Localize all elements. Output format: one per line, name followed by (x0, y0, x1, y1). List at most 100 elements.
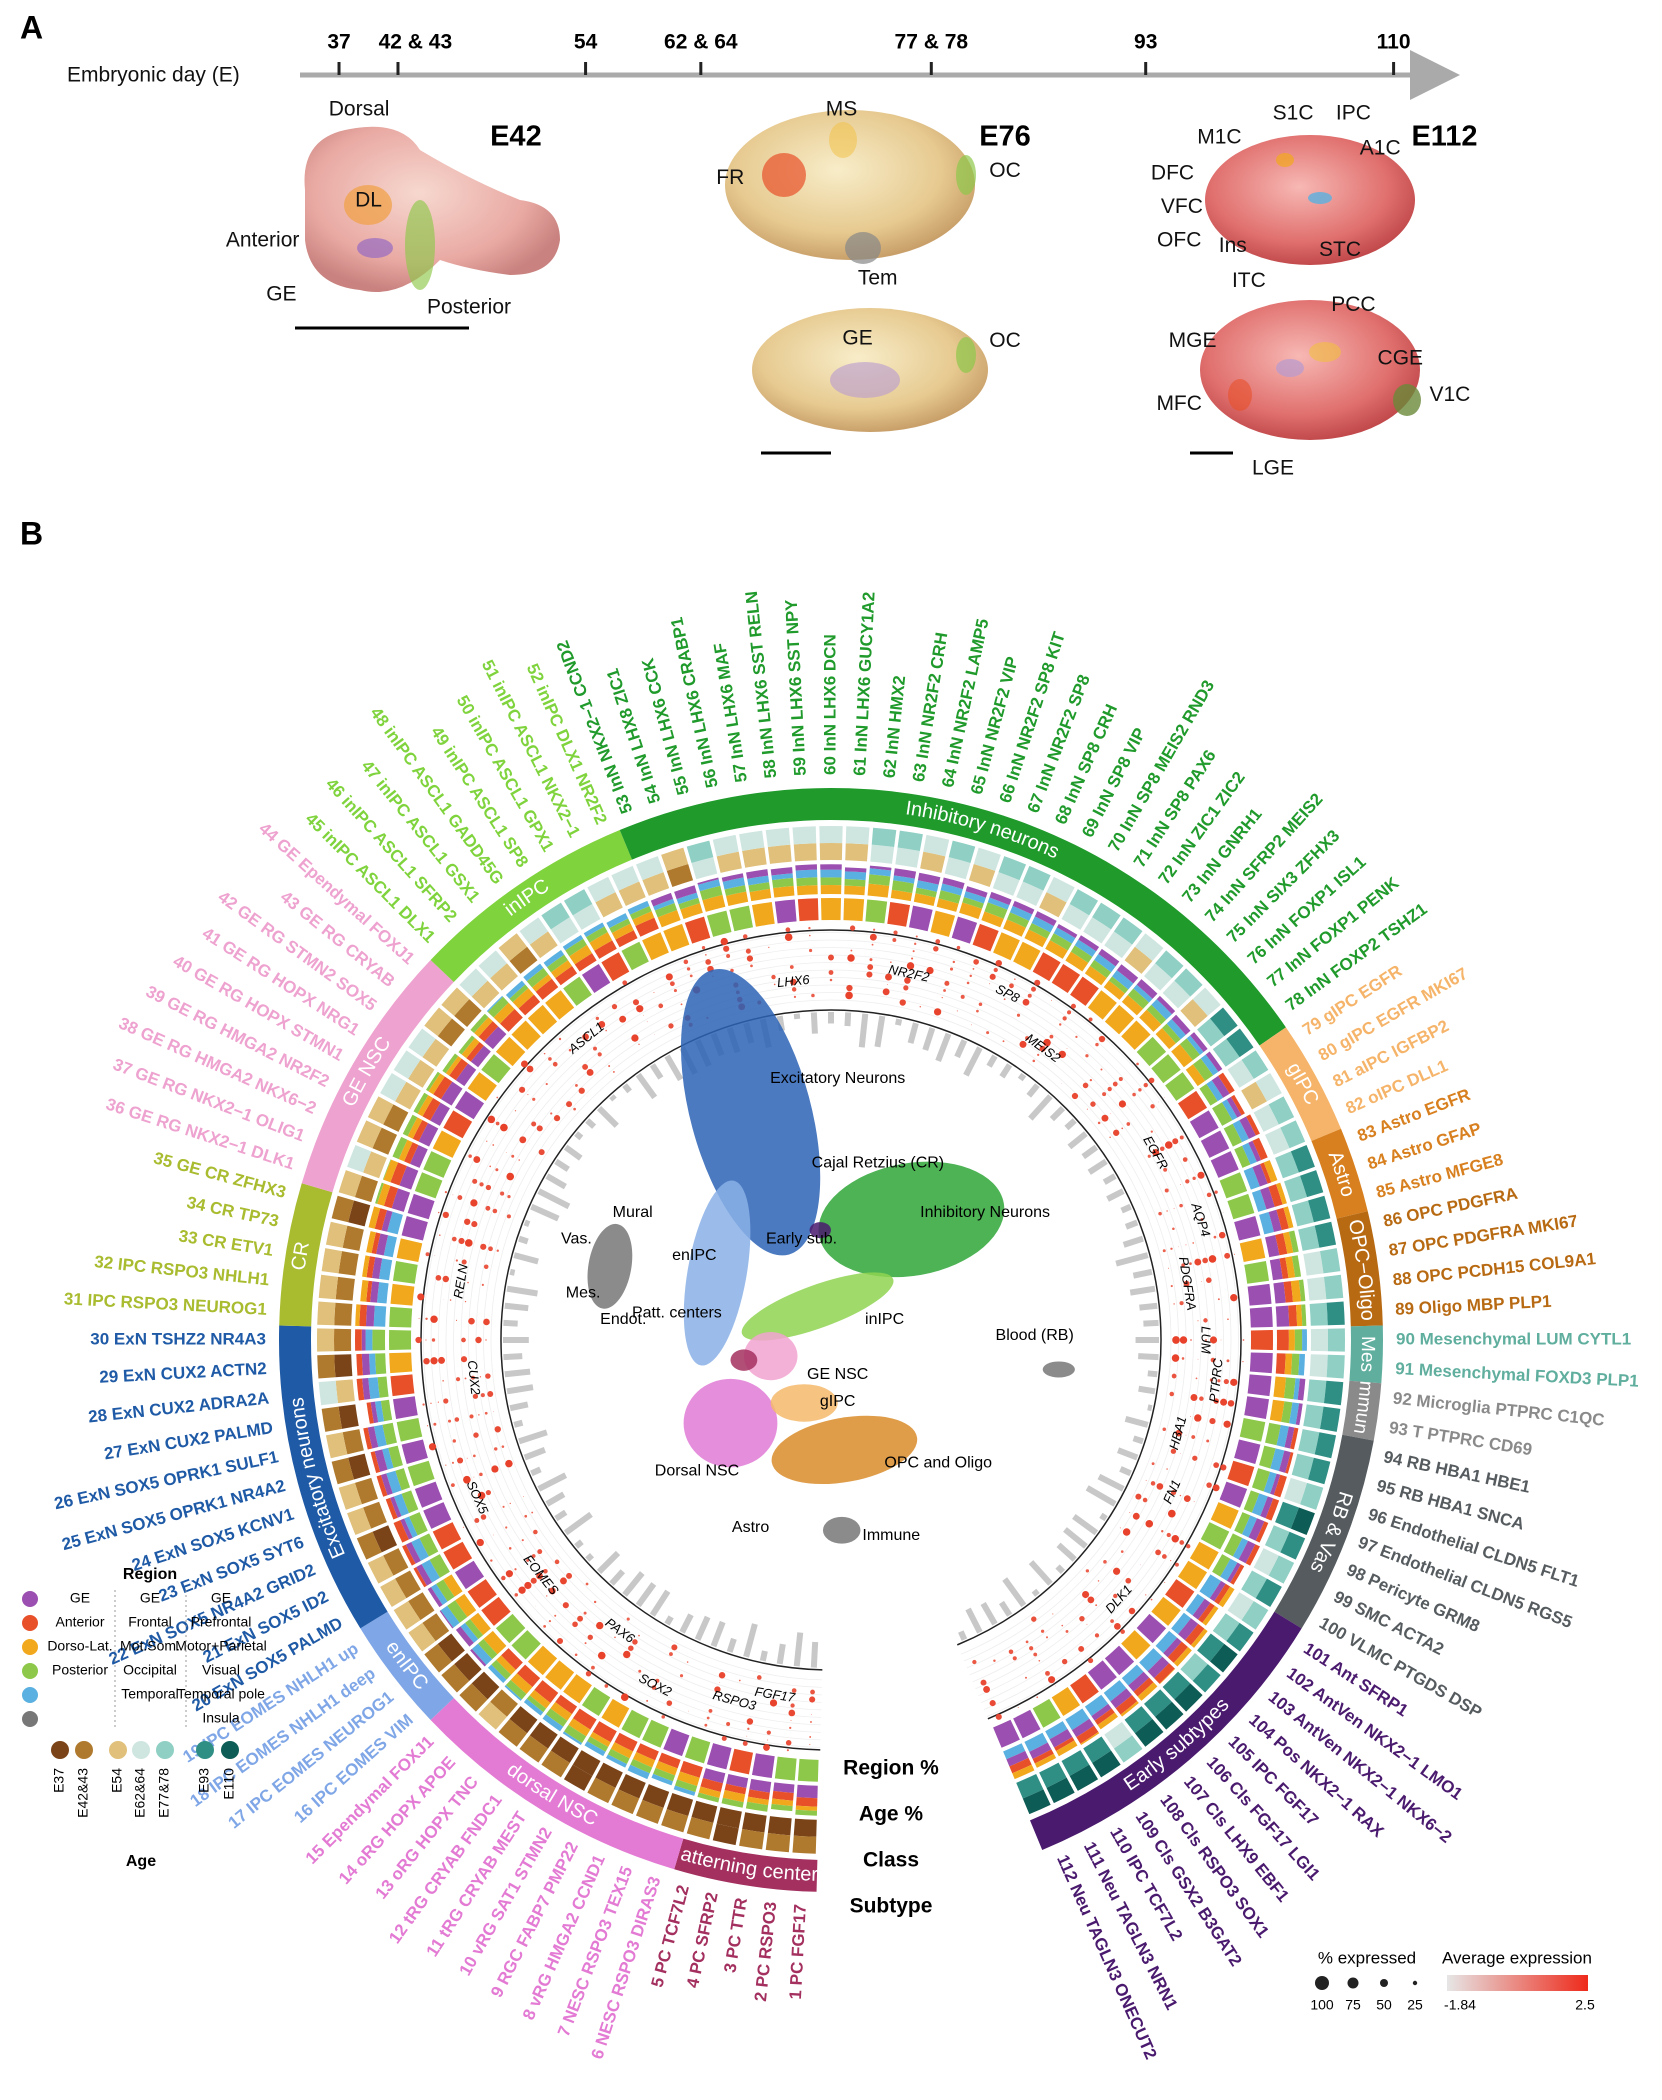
umap-label: OPC and Oligo (884, 1454, 992, 1471)
region-block (1273, 1474, 1287, 1498)
age-block (1016, 881, 1044, 907)
expression-dot (452, 1194, 454, 1196)
region-label: Dorsal (329, 97, 390, 120)
expression-dot (1090, 1101, 1096, 1107)
class-block (407, 1460, 435, 1487)
region-block (362, 1378, 371, 1400)
timeline-tick-label: 77 & 78 (895, 31, 969, 54)
cell-count-bar (1143, 1319, 1159, 1327)
region-block (443, 1574, 463, 1597)
subtype-label: 29 ExN CUX2 ACTN2 (99, 1359, 267, 1387)
age-block (618, 881, 646, 907)
expression-dot (1140, 1564, 1141, 1566)
expression-dot (1098, 1035, 1106, 1043)
age-block (437, 1633, 465, 1662)
dotplot-guide (475, 984, 1187, 1696)
expression-dot (973, 959, 979, 965)
region-block (627, 1764, 650, 1780)
region-block (893, 868, 917, 879)
expression-dot (1051, 999, 1053, 1001)
expression-dot (1009, 983, 1014, 989)
region-block (820, 877, 842, 886)
age-block (316, 1328, 335, 1352)
region-block (413, 1567, 427, 1588)
region-block (1278, 1450, 1291, 1473)
expression-dot (481, 1283, 484, 1286)
region-block (724, 1783, 747, 1795)
class-block (1219, 1481, 1248, 1508)
cell-count-bar (503, 1353, 523, 1361)
region-block (455, 1593, 477, 1618)
expression-dot (956, 1010, 958, 1012)
region-block (510, 1673, 533, 1695)
expression-dot (531, 1511, 534, 1514)
expression-dot (1164, 1141, 1173, 1149)
age-block (792, 826, 817, 845)
expression-dot (1230, 1378, 1238, 1386)
region-block (653, 1767, 676, 1782)
expression-dot (500, 1123, 508, 1132)
region-block (418, 1123, 439, 1147)
region-block (374, 1449, 388, 1472)
expression-dot (518, 1159, 521, 1161)
region-legend-label: Dorso-Lat. (47, 1638, 112, 1654)
age-block (356, 1120, 382, 1149)
expression-dot (1159, 1146, 1165, 1152)
region-block (430, 1102, 450, 1126)
region-block (1285, 1452, 1294, 1474)
expression-dot (479, 1376, 482, 1378)
expression-dot (1167, 1267, 1169, 1269)
age-block (1319, 1248, 1341, 1274)
age-block (367, 1555, 394, 1584)
class-block (972, 923, 999, 952)
region-block (366, 1256, 376, 1278)
region-block (363, 1427, 373, 1450)
class-block (563, 1674, 592, 1704)
class-block (729, 1748, 754, 1775)
region-block (1154, 1663, 1175, 1684)
expression-dot (509, 1502, 511, 1505)
expression-dot (1014, 978, 1016, 980)
expression-dot (1066, 1010, 1072, 1015)
age-block (691, 857, 718, 880)
expression-dot (568, 1048, 572, 1052)
expression-dot (720, 937, 728, 946)
expression-dot (1058, 1050, 1066, 1059)
region-block (532, 974, 552, 992)
class-block (401, 1215, 428, 1241)
expression-dot (742, 1741, 748, 1746)
region-label: Posterior (427, 296, 511, 319)
region-block (487, 1664, 507, 1684)
region-block (526, 967, 549, 988)
expression-dot (1097, 1580, 1100, 1582)
region-block (747, 875, 770, 886)
age-block (372, 1525, 398, 1553)
region-block (1091, 1703, 1112, 1721)
expression-dot (809, 1696, 816, 1703)
expression-dot (1180, 1183, 1181, 1185)
region-block (1185, 1623, 1205, 1646)
expression-dot (941, 996, 943, 999)
expression-dot (472, 1178, 478, 1184)
expression-dot (1136, 1062, 1139, 1066)
cell-count-bar (1063, 1527, 1088, 1549)
expression-dot (464, 1239, 473, 1247)
expression-dot (1158, 1101, 1159, 1103)
region-block (371, 1257, 383, 1279)
expression-dot (1150, 1130, 1153, 1133)
size-legend-label: 100 (1310, 1997, 1334, 2013)
region-block (405, 1542, 421, 1564)
region-label: M1C (1197, 126, 1241, 149)
age-block (317, 1354, 336, 1379)
age-legend-label: E42&43 (75, 1768, 91, 1818)
region-block (1212, 1554, 1231, 1577)
expression-dot (680, 1003, 683, 1006)
region-block (844, 879, 866, 887)
region-block (380, 1399, 393, 1422)
expression-dot (944, 980, 950, 986)
cell-count-bar (1028, 1560, 1053, 1586)
expression-dot (451, 1461, 454, 1464)
region-block (382, 1447, 394, 1470)
expression-dot (1206, 1192, 1212, 1198)
region-block (1034, 1753, 1057, 1768)
